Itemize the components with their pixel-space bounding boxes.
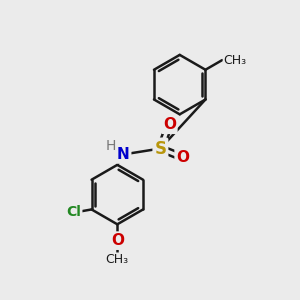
- Text: O: O: [176, 150, 189, 165]
- Text: CH₃: CH₃: [106, 254, 129, 266]
- Text: N: N: [117, 147, 130, 162]
- Text: H: H: [106, 139, 116, 153]
- Text: Cl: Cl: [66, 206, 81, 219]
- Text: O: O: [163, 117, 176, 132]
- Text: O: O: [111, 233, 124, 248]
- Text: S: S: [154, 140, 166, 158]
- Text: CH₃: CH₃: [224, 54, 247, 67]
